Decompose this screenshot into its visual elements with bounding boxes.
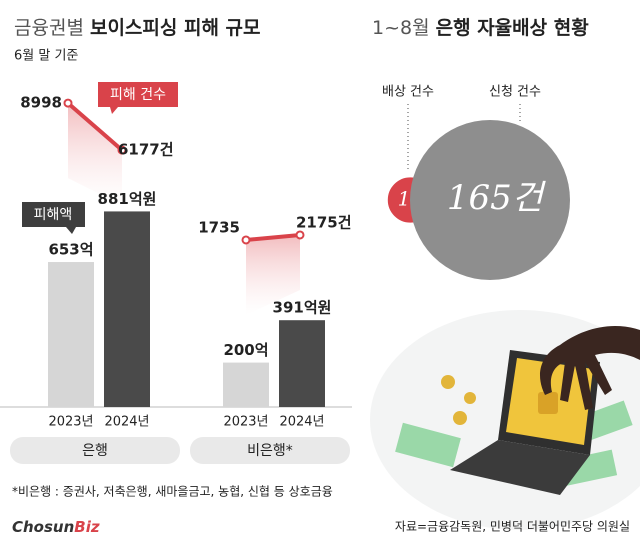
bubble-category: 신청 건수 [489, 85, 541, 100]
count-label: 8998 [20, 94, 62, 112]
x-tick-label: 2023년 [223, 415, 268, 430]
amount-label: 653억 [48, 241, 93, 259]
amount-label: 391억원 [273, 299, 332, 317]
left-title: 금융권별 보이스피싱 피해 규모 [14, 17, 261, 39]
title-light: 금융권별 [14, 17, 84, 39]
title-light: 1~8월 [372, 17, 430, 39]
count-line [66, 101, 124, 153]
bubble [410, 120, 570, 280]
amount-label: 881억원 [98, 190, 157, 208]
group-pill [190, 437, 350, 464]
brand-accent: Biz [74, 518, 100, 536]
title-bold: 은행 자율배상 현황 [436, 16, 590, 39]
count-point [63, 98, 73, 108]
source: 자료=금융감독원, 민병덕 더불어민주당 의원실 [395, 520, 630, 534]
count-line [244, 232, 302, 242]
count-area [68, 103, 122, 206]
count-point [117, 145, 127, 155]
count-tag-pointer [110, 107, 118, 114]
x-tick-label: 2024년 [104, 415, 149, 430]
amount-tag-box [22, 202, 85, 227]
footnote: *비은행 : 증권사, 저축은행, 새마을금고, 농협, 신협 등 상호금융 [12, 484, 333, 499]
amount-label: 200억 [223, 341, 268, 359]
count-area [246, 234, 300, 315]
amount-tag: 피해액 [34, 207, 73, 223]
bubble-value: 165건 [447, 178, 547, 218]
count-label: 6177건 [118, 141, 174, 159]
count-point [295, 230, 305, 240]
amount-bar [104, 211, 150, 407]
count-point [241, 235, 251, 245]
group-label: 은행 [82, 443, 108, 459]
x-tick-label: 2024년 [279, 415, 324, 430]
count-label: 2175건 [296, 213, 352, 231]
amount-bar [48, 262, 94, 407]
title-bold: 보이스피싱 피해 규모 [90, 17, 261, 39]
amount-bar [223, 362, 269, 407]
brand: ChosunBiz [12, 518, 100, 536]
count-tag: 피해 건수 [110, 87, 166, 103]
bubble-category: 배상 건수 [382, 85, 434, 100]
illustration [370, 310, 640, 530]
group-pill [10, 437, 180, 464]
count-label: 1735 [198, 218, 240, 236]
right-title: 1~8월 은행 자율배상 현황 [372, 16, 589, 39]
amount-tag-pointer [66, 227, 76, 234]
count-tag-box [98, 82, 178, 107]
amount-bar [279, 320, 325, 407]
group-label: 비은행* [247, 443, 293, 459]
x-tick-label: 2023년 [48, 415, 93, 430]
brand-main: Chosun [12, 518, 74, 536]
subtitle: 6월 말 기준 [14, 49, 78, 64]
